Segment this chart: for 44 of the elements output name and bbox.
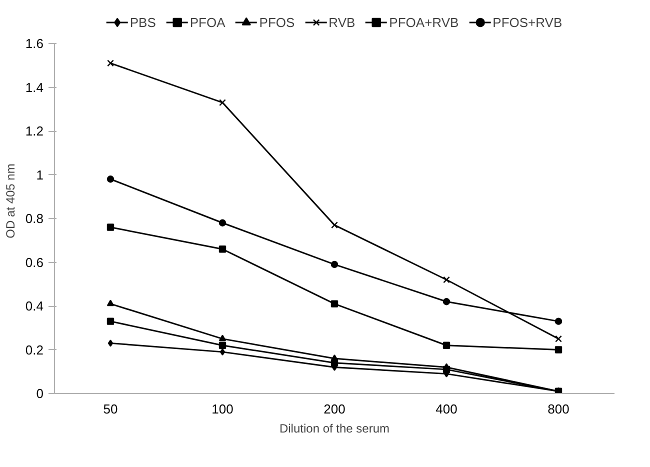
- point: [219, 99, 226, 106]
- point: [106, 224, 114, 231]
- y-tick-label: 1: [36, 167, 44, 182]
- y-tick-label: 0: [36, 386, 44, 401]
- point: [330, 300, 338, 308]
- point: [218, 342, 226, 349]
- legend-label: PBS: [130, 14, 156, 30]
- y-tick-label: 1.6: [25, 36, 44, 51]
- y-tick-label: 0.8: [25, 211, 44, 226]
- legend-label: PFOA+RVB: [389, 14, 459, 30]
- point: [554, 318, 562, 325]
- y-tick-label: 0.4: [25, 298, 44, 314]
- legend-label: PFOS+RVB: [492, 14, 562, 30]
- point: [218, 246, 226, 253]
- point: [106, 176, 114, 183]
- point: [442, 342, 450, 349]
- legend-label: PFOS: [259, 14, 295, 30]
- y-axis-title: OD at 405 nm: [3, 164, 18, 238]
- point: [108, 340, 114, 347]
- y-tick-label: 1.4: [25, 80, 44, 95]
- point: [330, 354, 338, 361]
- x-tick-label: 400: [436, 402, 458, 416]
- y-tick-label: 0.6: [25, 254, 44, 270]
- point: [330, 260, 338, 268]
- point: [220, 348, 226, 356]
- y-tick-label: 1.2: [25, 124, 44, 138]
- x-axis-title: Dilution of the serum: [279, 422, 390, 436]
- x-tick-label: 100: [212, 402, 234, 416]
- x-tick-label: 50: [103, 402, 118, 416]
- y-tick-label: 0.2: [25, 342, 44, 358]
- point: [106, 300, 114, 306]
- x-tick-label: 200: [324, 402, 346, 416]
- legend-label: PFOA: [190, 14, 226, 30]
- legend-label: RVB: [328, 14, 356, 30]
- point: [442, 298, 450, 306]
- point: [331, 222, 338, 228]
- point: [555, 335, 562, 342]
- point: [107, 60, 114, 67]
- point: [106, 318, 114, 325]
- point: [218, 219, 226, 226]
- point: [443, 276, 450, 284]
- x-tick-label: 800: [548, 402, 570, 416]
- point: [218, 334, 226, 342]
- point: [554, 346, 562, 354]
